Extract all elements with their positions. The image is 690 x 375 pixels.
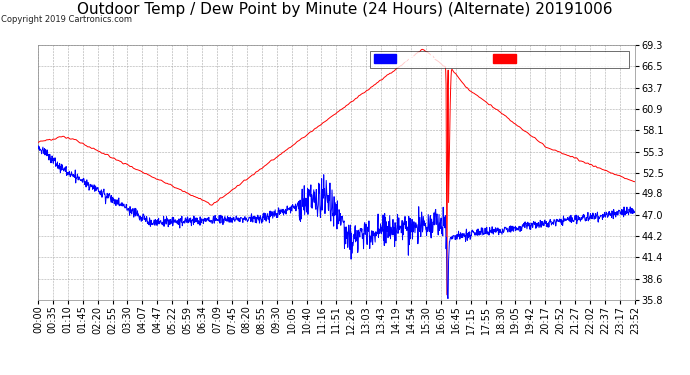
Text: Outdoor Temp / Dew Point by Minute (24 Hours) (Alternate) 20191006: Outdoor Temp / Dew Point by Minute (24 H… [77, 2, 613, 17]
Legend: Dew Point (°F), Temperature (°F): Dew Point (°F), Temperature (°F) [371, 51, 629, 68]
Text: Copyright 2019 Cartronics.com: Copyright 2019 Cartronics.com [1, 15, 132, 24]
